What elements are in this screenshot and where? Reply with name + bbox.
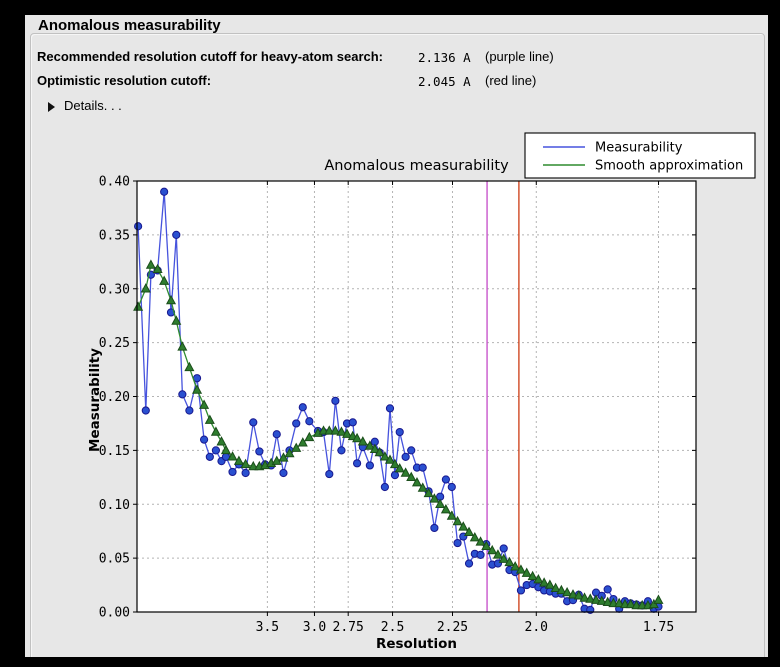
recommended-cutoff-note: (purple line) — [485, 49, 554, 64]
optimistic-cutoff-value: 2.045 A — [418, 74, 471, 89]
optimistic-cutoff-row: Optimistic resolution cutoff: 2.045 A (r… — [25, 73, 768, 90]
recommended-cutoff-row: Recommended resolution cutoff for heavy-… — [25, 49, 768, 66]
disclosure-triangle-icon[interactable] — [48, 102, 55, 112]
section-groupbox — [30, 33, 765, 657]
details-disclosure[interactable]: Details. . . — [48, 98, 178, 116]
section-title: Anomalous measurability — [38, 17, 221, 34]
optimistic-cutoff-note: (red line) — [485, 73, 537, 88]
details-label[interactable]: Details. . . — [64, 98, 122, 113]
recommended-cutoff-value: 2.136 A — [418, 50, 471, 65]
optimistic-cutoff-label: Optimistic resolution cutoff: — [37, 73, 212, 88]
recommended-cutoff-label: Recommended resolution cutoff for heavy-… — [37, 49, 384, 64]
anomalous-measurability-panel: Anomalous measurability Recommended reso… — [25, 15, 768, 657]
